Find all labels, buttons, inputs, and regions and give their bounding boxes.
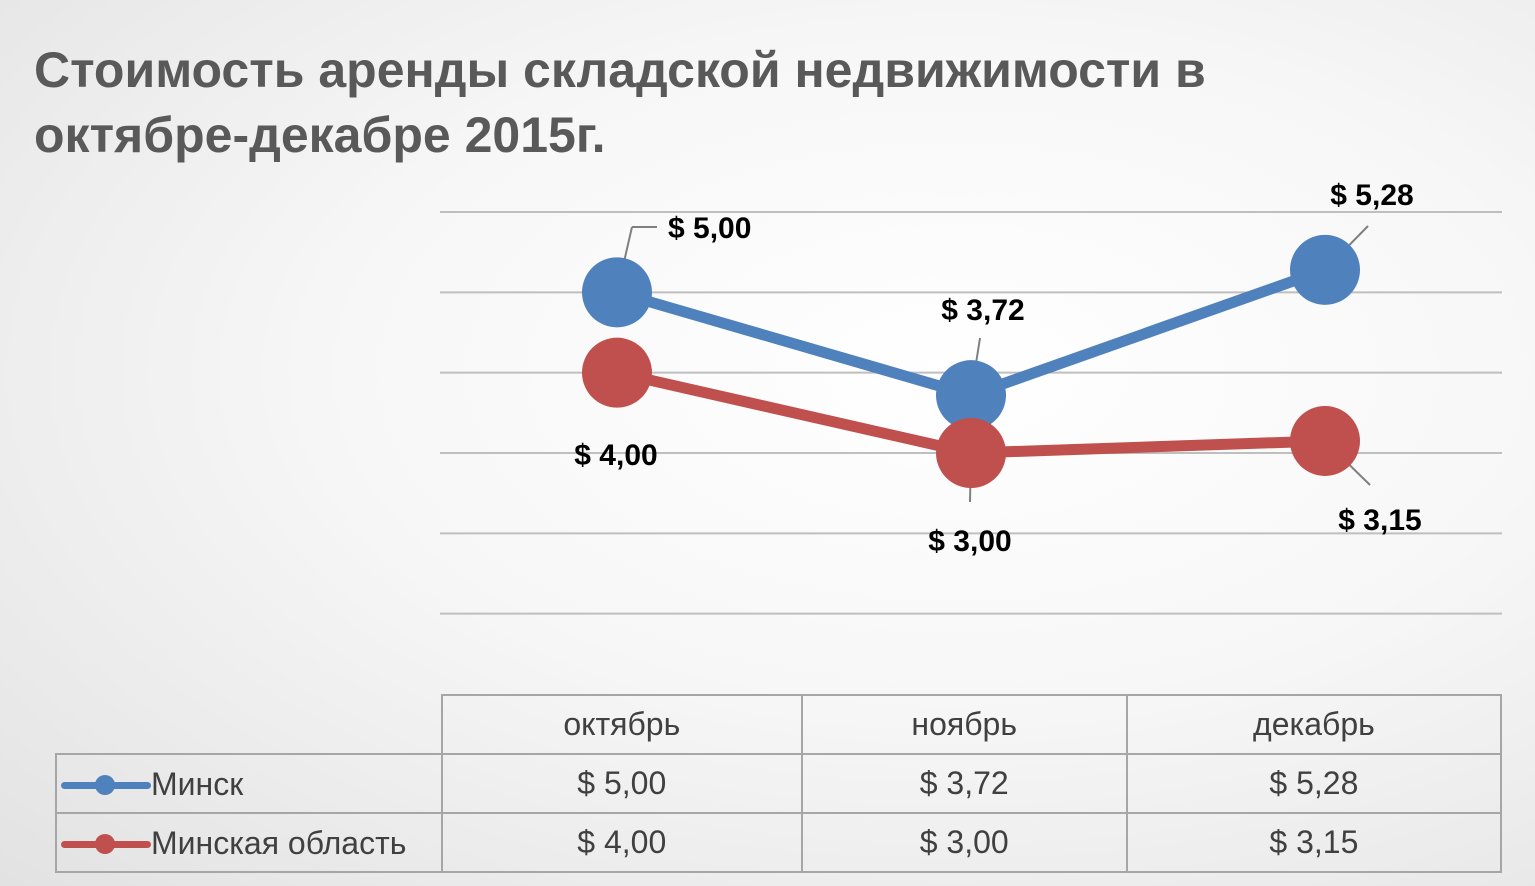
legend-entry-minsk: Минск xyxy=(55,753,443,814)
table-cell: $ 3,72 xyxy=(800,753,1128,814)
table-cell: $ 4,00 xyxy=(441,812,803,873)
category-label: ноябрь xyxy=(800,694,1128,755)
table-cell: $ 3,15 xyxy=(1125,812,1503,873)
table-cell: $ 5,28 xyxy=(1125,753,1503,814)
data-point xyxy=(1290,405,1360,476)
data-point xyxy=(1290,234,1360,305)
series-name: Минская область xyxy=(151,825,407,862)
series-name: Минск xyxy=(151,766,244,803)
data-label: $ 5,28 xyxy=(1330,179,1413,212)
data-point xyxy=(582,337,652,408)
data-label: $ 4,00 xyxy=(574,439,657,472)
data-table-corner xyxy=(56,695,443,755)
category-label: декабрь xyxy=(1125,694,1503,755)
data-table: октябрь ноябрь декабрь Минск $ 5,00 $ 3,… xyxy=(55,694,1503,873)
data-label: $ 3,00 xyxy=(928,525,1011,558)
table-cell: $ 3,00 xyxy=(800,812,1128,873)
chart-title: Стоимость аренды складской недвижимости … xyxy=(34,42,1206,163)
legend-key-minsk-region xyxy=(61,833,151,854)
table-cell: $ 5,00 xyxy=(441,753,803,814)
data-label: $ 3,15 xyxy=(1338,504,1421,537)
data-point xyxy=(582,257,652,328)
data-label: $ 3,72 xyxy=(941,294,1024,327)
category-label: октябрь xyxy=(441,694,803,755)
data-label: $ 5,00 xyxy=(668,212,751,245)
legend-entry-minsk-region: Минская область xyxy=(55,812,443,873)
legend-key-minsk xyxy=(61,774,151,795)
data-point xyxy=(936,418,1006,488)
data-point xyxy=(936,360,1006,431)
